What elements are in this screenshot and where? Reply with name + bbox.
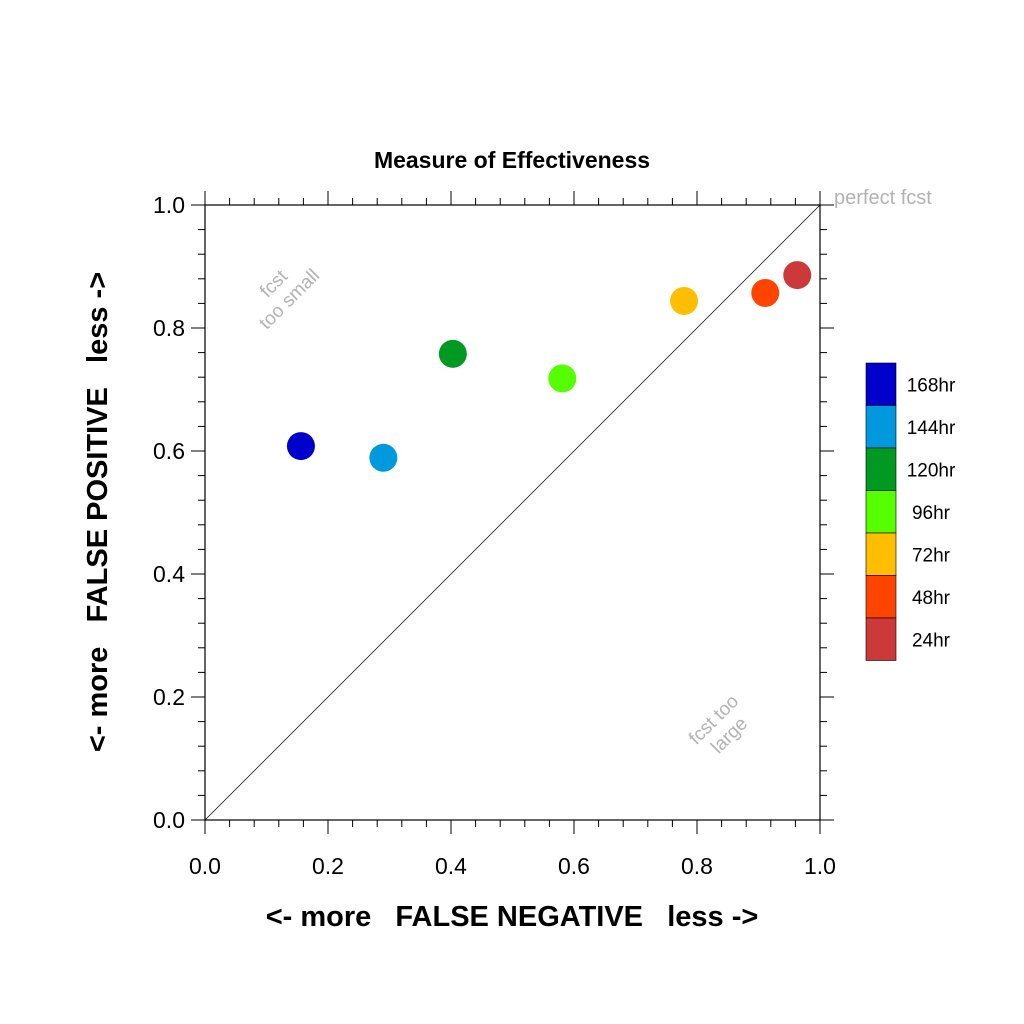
y-tick-label: 0.0 <box>153 807 185 833</box>
point-24hr <box>783 261 812 290</box>
legend-swatch-48hr <box>865 575 897 619</box>
y-tick-label: 0.6 <box>153 438 185 464</box>
diagonal-reference <box>204 204 821 821</box>
x-tick-label: 0.4 <box>435 853 467 879</box>
legend-swatch-96hr <box>865 490 897 534</box>
x-tick-label: 1.0 <box>804 853 836 879</box>
annotation-too-large: fcst toolarge <box>685 691 759 765</box>
annotations: fcsttoo small fcst toolarge perfect fcst <box>240 187 932 765</box>
legend-label-144hr: 144hr <box>907 418 956 439</box>
x-tick-label: 0.0 <box>189 853 221 879</box>
x-axis-label: <- more FALSE NEGATIVE less -> <box>266 901 759 933</box>
legend-label-168hr: 168hr <box>907 375 956 396</box>
point-168hr <box>286 432 315 461</box>
x-tick-label: 0.6 <box>558 853 590 879</box>
legend-label-120hr: 120hr <box>907 460 956 481</box>
legend-label-24hr: 24hr <box>912 630 951 651</box>
y-tick-label: 0.4 <box>153 561 185 587</box>
point-144hr <box>369 443 398 472</box>
point-72hr <box>670 286 699 315</box>
legend-swatch-72hr <box>865 532 897 576</box>
diagonal-line <box>204 204 821 821</box>
legend: 168hr 144hr 120hr 96hr 72hr 48hr 24hr <box>865 362 956 661</box>
point-96hr <box>548 364 577 393</box>
legend-swatch-24hr <box>865 617 897 661</box>
plot-frame <box>204 204 821 821</box>
y-tick-label: 0.8 <box>153 315 185 341</box>
annotation-perfect-fcst: perfect fcst <box>834 187 932 209</box>
legend-label-48hr: 48hr <box>912 588 951 609</box>
data-points <box>286 261 812 472</box>
legend-swatch-168hr <box>865 362 897 406</box>
point-48hr <box>751 278 780 307</box>
chart-title: Measure of Effectiveness <box>374 147 650 173</box>
point-120hr <box>438 339 467 368</box>
legend-label-72hr: 72hr <box>912 545 951 566</box>
legend-swatch-120hr <box>865 447 897 491</box>
x-tick-label: 0.8 <box>681 853 713 879</box>
annotation-line: too small <box>255 265 324 334</box>
legend-label-96hr: 96hr <box>912 503 951 524</box>
annotation-too-small: fcsttoo small <box>240 250 324 334</box>
y-tick-label: 1.0 <box>153 192 185 218</box>
y-axis-label: <- more FALSE POSITIVE less -> <box>82 272 114 752</box>
legend-swatch-144hr <box>865 405 897 449</box>
x-tick-label: 0.2 <box>312 853 344 879</box>
plot-axes: 0.0 0.2 0.4 0.6 0.8 1.0 0.0 0.2 0.4 0.6 0.8 1.0 <box>153 191 836 879</box>
y-tick-label: 0.2 <box>153 684 185 710</box>
